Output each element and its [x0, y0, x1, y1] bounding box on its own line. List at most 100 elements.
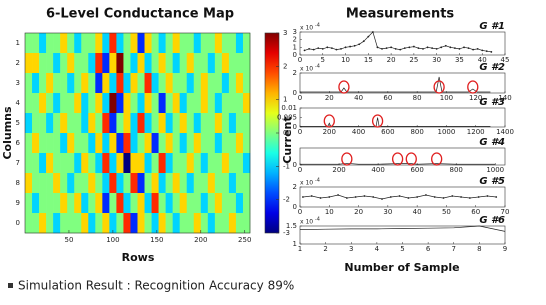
- heat-cell: [193, 33, 202, 54]
- heat-cell: [130, 213, 138, 234]
- heat-cell: [207, 153, 216, 174]
- marker: [371, 31, 374, 33]
- heat-cell: [25, 33, 33, 54]
- y-scale-exponent: -4: [315, 23, 320, 29]
- highlight-circle: [405, 152, 417, 166]
- heat-cell: [151, 53, 159, 74]
- highlight-circle: [338, 80, 350, 94]
- x-tick-label: 1: [298, 245, 302, 253]
- heat-cell: [165, 33, 173, 54]
- x-tick-label: 30: [383, 208, 392, 216]
- heat-cell: [144, 93, 152, 114]
- colorbar-tick-label: 1: [283, 96, 287, 104]
- plot-frame: [24, 32, 251, 234]
- marker: [326, 46, 329, 49]
- y-scale-exponent: -4: [315, 217, 320, 223]
- heat-cell: [144, 33, 152, 54]
- heat-cell: [46, 93, 54, 114]
- heat-cell: [200, 93, 209, 114]
- heat-cell: [172, 193, 180, 214]
- x-tick-label: 40: [413, 208, 422, 216]
- heat-cell: [144, 113, 152, 134]
- heat-cell: [228, 93, 237, 114]
- heat-cell: [102, 73, 110, 94]
- plot-frame: [299, 107, 506, 128]
- x-tick-label: 40: [354, 94, 363, 102]
- heat-cell: [172, 33, 180, 54]
- marker: [385, 47, 388, 49]
- y-tick-label: 1: [293, 43, 297, 51]
- highlight-circle: [391, 152, 404, 166]
- heat-cell: [130, 173, 138, 194]
- marker: [486, 195, 489, 197]
- heat-cell: [130, 153, 138, 174]
- heat-cell: [221, 193, 230, 214]
- heat-cell: [74, 133, 82, 154]
- heat-cell: [95, 213, 103, 234]
- y-tick-label: 7: [16, 159, 20, 167]
- heat-cell: [39, 133, 47, 154]
- heat-cell: [242, 73, 251, 94]
- heat-cell: [81, 213, 89, 234]
- heat-cell: [207, 53, 216, 74]
- y-tick-label: 0: [293, 89, 297, 97]
- x-tick-label: 5: [321, 56, 325, 64]
- marker: [344, 46, 347, 49]
- heat-cell: [172, 133, 180, 154]
- heat-cell: [130, 33, 138, 54]
- heat-cell: [88, 213, 96, 234]
- marker: [376, 46, 379, 49]
- heat-cell: [88, 193, 96, 214]
- heat-cell: [207, 73, 216, 94]
- heat-cell: [25, 73, 33, 94]
- plot-frame: [299, 72, 506, 94]
- x-tick-label: 40: [478, 56, 487, 64]
- heat-cell: [102, 33, 110, 54]
- heat-cell: [144, 53, 152, 74]
- heat-cell: [214, 173, 223, 194]
- heat-cell: [116, 213, 124, 234]
- x-tick-label: 50: [64, 236, 73, 244]
- heat-cell: [60, 33, 68, 54]
- heat-cell: [109, 113, 117, 134]
- x-axis-label: Rows: [122, 251, 155, 264]
- y-tick-label: 1.5: [286, 222, 297, 230]
- marker: [321, 47, 324, 50]
- heat-cell: [67, 33, 75, 54]
- heat-cell: [172, 53, 180, 74]
- heat-cell: [151, 193, 159, 214]
- heat-cell: [242, 33, 251, 54]
- panel-x-label: Number of Sample: [344, 261, 459, 274]
- heat-cell: [109, 53, 117, 74]
- heat-cell: [242, 213, 251, 234]
- heat-cell: [221, 173, 230, 194]
- x-tick-label: 200: [194, 236, 207, 244]
- x-tick-label: 45: [501, 56, 510, 64]
- caption: Simulation Result : Recognition Accuracy…: [18, 279, 294, 293]
- heat-cell: [235, 53, 244, 74]
- heat-cell: [67, 173, 75, 194]
- heat-cell: [46, 33, 54, 54]
- heat-cell: [158, 93, 166, 114]
- panel-y-label: Current: [281, 116, 294, 163]
- heat-cell: [242, 153, 251, 174]
- x-tick-label: 200: [332, 166, 345, 174]
- marker: [444, 44, 447, 47]
- heat-cell: [123, 173, 131, 194]
- heat-cell: [60, 73, 68, 94]
- heat-cell: [102, 213, 110, 234]
- heat-cell: [60, 93, 68, 114]
- heat-cell: [235, 133, 244, 154]
- x-tick-label: 100: [440, 94, 453, 102]
- x-tick-label: 80: [413, 94, 422, 102]
- heat-cell: [207, 213, 216, 234]
- heat-cell: [165, 73, 173, 94]
- heat-cell: [158, 53, 166, 74]
- heat-cell: [186, 193, 195, 214]
- x-tick-label: 20: [354, 208, 363, 216]
- heat-cell: [158, 213, 166, 234]
- heat-cell: [25, 193, 33, 214]
- y-tick-label: 9: [16, 199, 20, 207]
- marker: [458, 47, 461, 50]
- x-tick-label: 10: [341, 56, 350, 64]
